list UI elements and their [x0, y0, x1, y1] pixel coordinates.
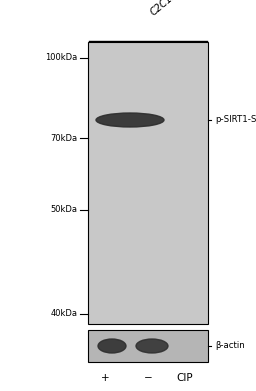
Text: β-actin: β-actin — [215, 341, 245, 350]
Text: CIP: CIP — [177, 373, 193, 383]
Bar — [88, 330, 208, 362]
Bar — [88, 42, 208, 324]
Text: −: − — [144, 373, 152, 383]
Text: +: + — [101, 373, 109, 383]
Text: C2C12: C2C12 — [148, 0, 179, 18]
Text: 40kDa: 40kDa — [50, 310, 77, 319]
Ellipse shape — [98, 339, 126, 353]
Text: p-SIRT1-S47: p-SIRT1-S47 — [215, 115, 256, 124]
Ellipse shape — [136, 339, 168, 353]
Text: 100kDa: 100kDa — [45, 54, 77, 63]
Text: 70kDa: 70kDa — [50, 133, 77, 142]
Ellipse shape — [96, 113, 164, 127]
Text: 50kDa: 50kDa — [50, 206, 77, 215]
